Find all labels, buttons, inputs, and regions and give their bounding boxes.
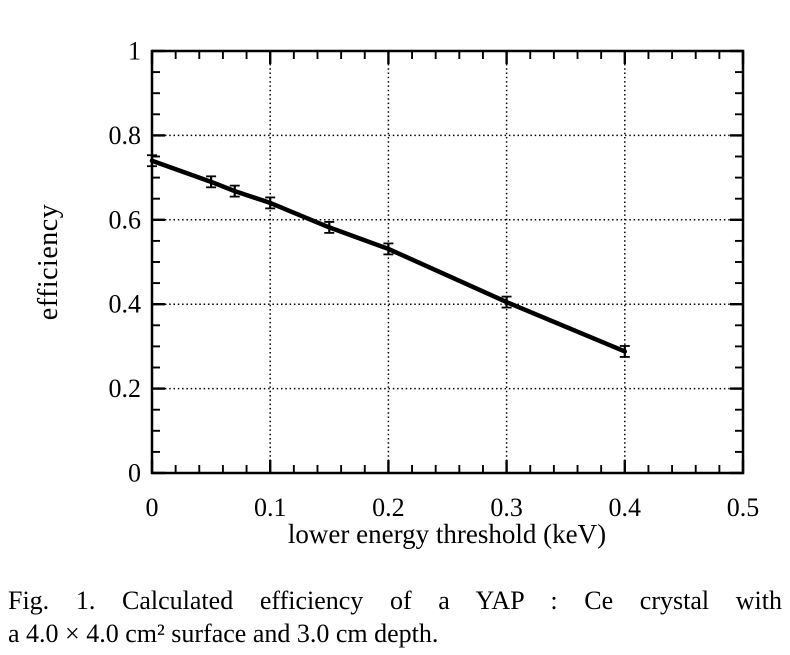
y-tick-label: 0 [128, 459, 141, 488]
efficiency-chart: 0 0.1 0.2 0.3 0.4 0.5 0 0.2 0.4 0.6 0.8 1 [109, 37, 760, 523]
x-tick-label: 0.3 [490, 493, 523, 522]
x-tick-label: 0.5 [727, 493, 760, 522]
data-line [149, 158, 628, 354]
caption-line-1: Fig. 1. Calculated efficiency of a YAP :… [8, 586, 782, 615]
plot-frame [150, 49, 745, 475]
y-tick-label: 0.6 [109, 205, 142, 234]
x-axis-title: lower energy threshold (keV) [287, 519, 607, 549]
y-axis-title: efficiency [33, 203, 64, 321]
y-tick-label: 0.2 [109, 374, 142, 403]
y-tick-label: 1 [128, 37, 141, 66]
caption-line-2: a 4.0 × 4.0 cm² surface and 3.0 cm depth… [8, 619, 439, 648]
y-tick-label: 0.8 [109, 121, 142, 150]
y-tick-label: 0.4 [109, 290, 142, 319]
x-tick-label: 0.1 [254, 493, 287, 522]
x-tick-label: 0.2 [372, 493, 405, 522]
x-tick-label: 0 [146, 493, 159, 522]
figure-caption: Fig. 1. Calculated efficiency of a YAP :… [8, 584, 782, 650]
x-tick-label: 0.4 [609, 493, 642, 522]
